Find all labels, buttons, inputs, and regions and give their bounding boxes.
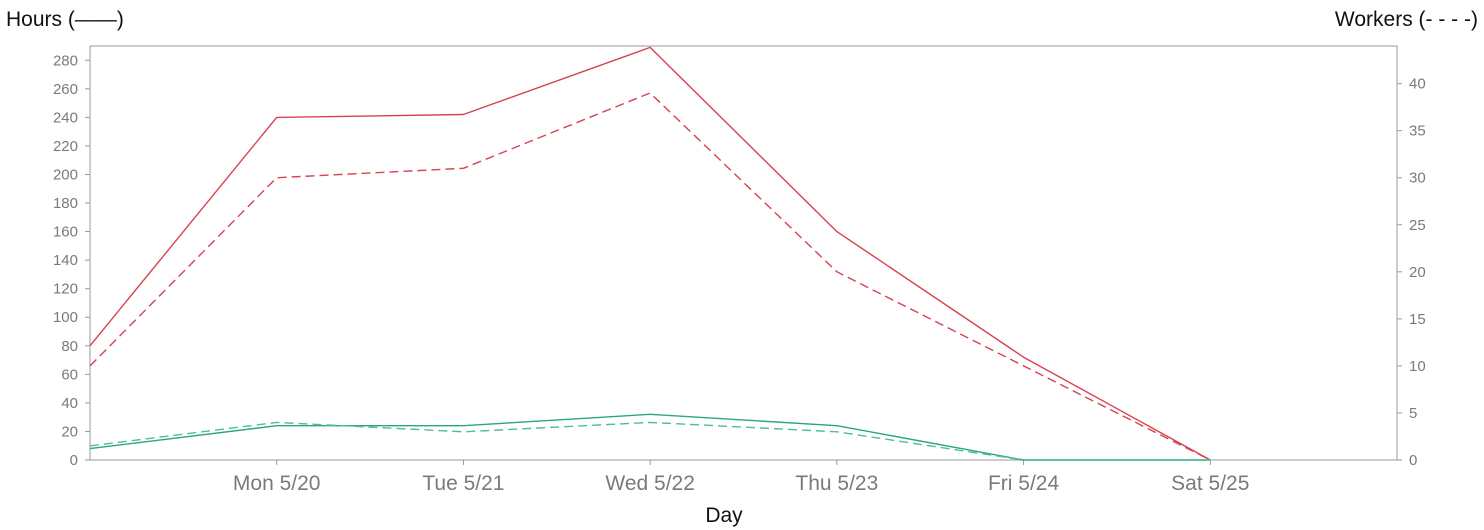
x-tick-label: Thu 5/23 <box>795 472 878 495</box>
series-line-4 <box>89 421 1211 461</box>
right-tick-label: 35 <box>1409 123 1426 140</box>
right-tick-label: 10 <box>1409 358 1426 375</box>
right-tick-label: 25 <box>1409 217 1426 234</box>
left-axis-title: Hours (——) <box>6 8 124 31</box>
right-tick-label: 15 <box>1409 311 1426 328</box>
left-tick-label: 200 <box>53 166 78 183</box>
left-tick-label: 180 <box>53 195 78 212</box>
series-layer <box>89 46 1211 461</box>
right-tick-label: 0 <box>1409 452 1417 469</box>
left-tick-label: 100 <box>53 309 78 326</box>
x-tick-label: Sat 5/25 <box>1171 472 1249 495</box>
x-tick-label: Fri 5/24 <box>988 472 1060 495</box>
left-tick-label: 60 <box>61 366 78 383</box>
x-tick-label: Tue 5/21 <box>422 472 504 495</box>
right-axis-title: Workers (- - - -) <box>1334 8 1478 31</box>
right-tick-label: 20 <box>1409 264 1426 281</box>
right-tick-label: 40 <box>1409 76 1426 93</box>
left-tick-label: 240 <box>53 109 78 126</box>
right-tick-label: 5 <box>1409 405 1417 422</box>
left-tick-label: 220 <box>53 138 78 155</box>
x-tick-label: Wed 5/22 <box>605 472 695 495</box>
x-axis: Mon 5/20 Tue 5/21 Wed 5/22 Thu 5/23 Fri 5/24… <box>233 460 1249 495</box>
left-tick-label: 40 <box>61 395 78 412</box>
left-tick-label: 160 <box>53 224 78 241</box>
left-tick-label: 80 <box>61 338 78 355</box>
left-tick-label: 260 <box>53 81 78 98</box>
x-axis-title: Day <box>705 504 743 527</box>
x-tick-label: Mon 5/20 <box>233 472 321 495</box>
left-tick-label: 0 <box>70 452 78 469</box>
left-tick-label: 20 <box>61 423 78 440</box>
right-tick-label: 30 <box>1409 170 1426 187</box>
left-tick-label: 280 <box>53 52 78 69</box>
left-tick-label: 120 <box>53 281 78 298</box>
series-line-2 <box>89 92 1211 461</box>
series-line-3 <box>89 413 1211 461</box>
right-axis: 0 5 10 15 20 25 30 35 40 <box>1397 76 1426 469</box>
plot-frame <box>89 45 1398 461</box>
left-axis: 0 20 40 60 80 100 120 140 160 180 200 220 240 260 280 <box>53 52 90 469</box>
left-tick-label: 140 <box>53 252 78 269</box>
series-line-1 <box>89 46 1211 461</box>
